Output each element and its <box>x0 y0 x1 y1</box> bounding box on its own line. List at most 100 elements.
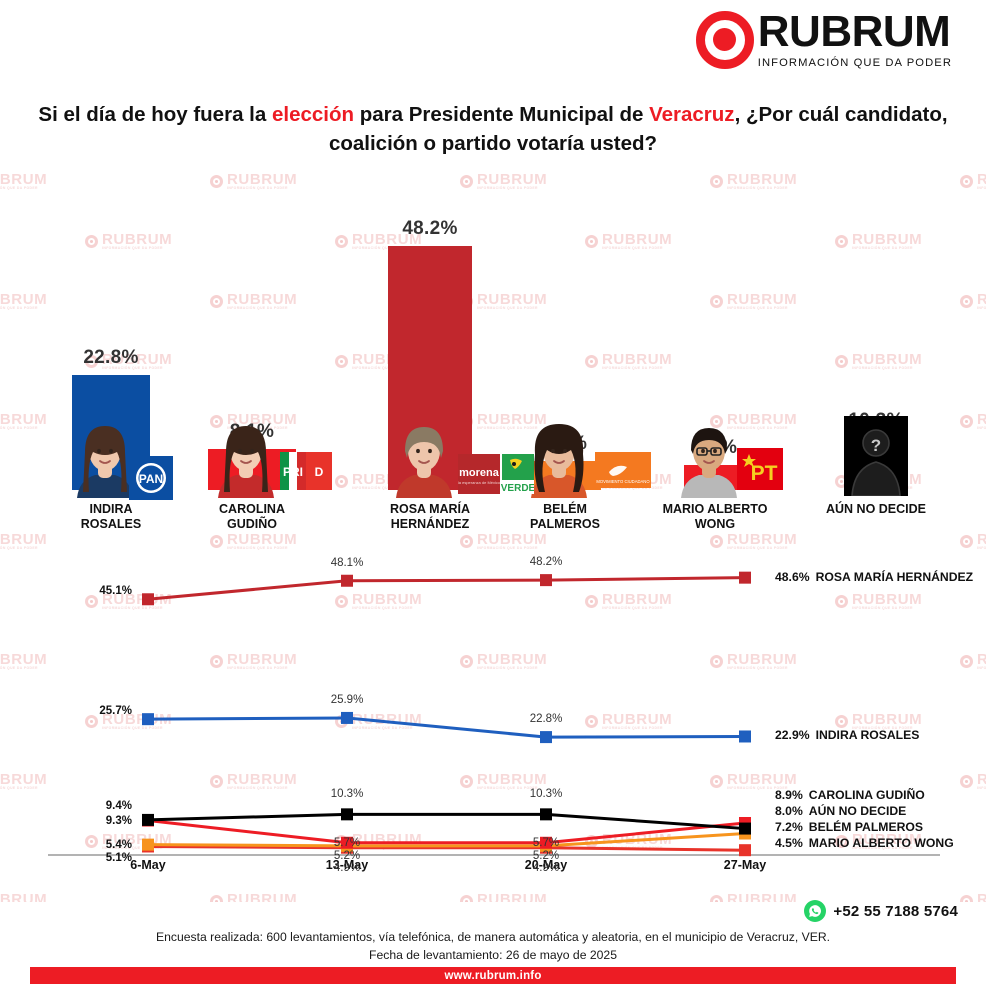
series-marker[interactable] <box>739 822 751 835</box>
candidate-name-label: BELÉM PALMEROS <box>530 502 600 532</box>
legend-value: 8.9% <box>775 788 803 802</box>
party-logo-wrapper: morena la esperanza de México VERDE <box>458 454 534 494</box>
legend-label: INDIRA ROSALES <box>815 728 920 743</box>
series-marker[interactable] <box>142 593 154 606</box>
series-marker[interactable] <box>142 813 154 826</box>
series-marker[interactable] <box>540 574 552 587</box>
line-series-rosa-maría-hernández <box>142 571 751 606</box>
data-point-label: 48.1% <box>330 556 364 569</box>
series-marker[interactable] <box>540 836 552 849</box>
series-marker[interactable] <box>739 571 751 584</box>
legend-item-indira-rosales[interactable]: 22.9% INDIRA ROSALES <box>775 728 919 742</box>
movimiento-ciudadano-party-logo-icon: MOVIMIENTO CIUDADANO <box>595 452 651 488</box>
candidate-name-label: MARIO ALBERTO WONG <box>662 502 768 532</box>
website-url: www.rubrum.info <box>444 969 542 982</box>
candidate-portrait <box>396 427 452 498</box>
legend-value: 4.5% <box>775 836 803 850</box>
series-marker[interactable] <box>341 808 353 821</box>
legend-item-carolina-gudiño[interactable]: 8.9% CAROLINA GUDIÑO <box>775 788 925 802</box>
svg-text:PT: PT <box>751 462 778 485</box>
candidate-portrait <box>77 426 133 498</box>
legend-value: 8.0% <box>775 804 803 818</box>
data-point-label: 22.8% <box>529 713 563 726</box>
header: RUBRUM INFORMACIÓN QUE DA PODER Si el dí… <box>0 0 986 172</box>
data-point-label: 25.7% <box>99 705 132 718</box>
line-series-aún-no-decide <box>142 808 751 835</box>
party-logo-wrapper: PAN <box>129 456 173 500</box>
data-point-label: 48.2% <box>529 556 563 569</box>
svg-text:VERDE: VERDE <box>501 483 534 494</box>
survey-note-line-1: Encuesta realizada: 600 levantamientos, … <box>155 930 831 944</box>
series-marker[interactable] <box>142 713 154 726</box>
whatsapp-icon <box>804 900 827 922</box>
legend-value: 48.6% <box>775 569 810 584</box>
survey-note-line-2: Fecha de levantamiento: 26 de mayo de 20… <box>369 948 617 962</box>
whatsapp-contact[interactable]: +52 55 7188 5764 <box>804 900 958 922</box>
series-line <box>147 576 746 601</box>
question-highlight-veracruz: Veracruz <box>649 103 735 126</box>
legend-label: AÚN NO DECIDE <box>808 804 907 818</box>
trend-line-chart: 6-May 13-May 20-May 27-May 45.1% 48.1% 48.2% 2… <box>0 540 986 890</box>
series-marker[interactable] <box>739 730 751 743</box>
svg-text:PAN: PAN <box>139 472 163 486</box>
legend-item-rosa-maría-hernández[interactable]: 48.6% ROSA MARÍA HERNÁNDEZ <box>775 570 973 584</box>
legend-label: MARIO ALBERTO WONG <box>808 836 954 850</box>
website-url-bar[interactable]: www.rubrum.info <box>30 967 956 984</box>
page-title: Si el día de hoy fuera la elección para … <box>0 100 986 158</box>
legend-label: ROSA MARÍA HERNÁNDEZ <box>815 569 974 584</box>
legend-label: BELÉM PALMEROS <box>808 820 923 834</box>
series-marker[interactable] <box>739 844 751 857</box>
brand-logo: RUBRUM INFORMACIÓN QUE DA PODER <box>695 10 952 69</box>
series-line <box>147 819 746 845</box>
data-point-label: 5.2% <box>333 849 361 862</box>
candidate-name-label: ROSA MARÍA HERNÁNDEZ <box>389 502 471 532</box>
data-point-label: 5.4% <box>105 838 132 851</box>
bar-group-aún-no-decide[interactable]: 10.3%?AÚN NO DECIDE <box>786 172 966 530</box>
legend-item-aún-no-decide[interactable]: 8.0% AÚN NO DECIDE <box>775 804 906 818</box>
line-chart-svg <box>48 571 940 857</box>
legend-value: 22.9% <box>775 728 810 743</box>
legend-item-belém-palmeros[interactable]: 7.2% BELÉM PALMEROS <box>775 820 923 834</box>
bar-chart: 22.8%PANINDIRAROSALES8.1%PRIDCAROLINAGUD… <box>0 172 986 542</box>
pt-party-logo-icon: PT <box>737 448 783 490</box>
candidate-name-label: AÚN NO DECIDE <box>825 502 926 516</box>
data-point-label: 10.3% <box>330 788 364 801</box>
series-marker[interactable] <box>341 574 353 587</box>
series-marker[interactable] <box>540 808 552 821</box>
series-marker[interactable] <box>142 838 154 851</box>
bar-group-rosa-maría-hernández[interactable]: 48.2% morena la esperanza de México VERDE RO… <box>340 172 534 532</box>
legend-label: CAROLINA GUDIÑO <box>808 788 925 802</box>
data-point-label: 9.3% <box>105 814 132 827</box>
x-axis-tick-6-may: 6-May <box>130 858 166 872</box>
data-point-label: 5.7% <box>333 836 361 849</box>
svg-text:D: D <box>315 465 324 479</box>
series-line <box>147 832 746 848</box>
svg-text:morena: morena <box>459 467 500 479</box>
rubrum-target-logo-icon <box>695 10 754 69</box>
series-line <box>147 812 746 831</box>
svg-text:PRI: PRI <box>283 465 303 479</box>
x-axis-tick-20-may: 20-May <box>524 858 568 872</box>
party-logo-wrapper: MOVIMIENTO CIUDADANO <box>595 452 651 488</box>
series-line <box>147 716 746 739</box>
data-point-label: 45.1% <box>99 585 132 598</box>
x-axis-tick-27-may: 27-May <box>723 858 767 872</box>
question-part-2: para Presidente Municipal de <box>354 103 650 126</box>
data-point-label: 5.7% <box>532 836 560 849</box>
unknown-person-silhouette: ? <box>844 416 908 496</box>
svg-text:?: ? <box>871 436 881 455</box>
candidate-name-label: INDIRA ROSALES <box>80 502 142 532</box>
pan-party-logo-icon: PAN <box>129 456 173 500</box>
legend-item-mario-alberto-wong[interactable]: 4.5% MARIO ALBERTO WONG <box>775 836 954 850</box>
data-point-label: 25.9% <box>330 693 364 706</box>
candidate-portrait <box>218 426 274 498</box>
series-marker[interactable] <box>341 711 353 724</box>
series-marker[interactable] <box>540 731 552 744</box>
